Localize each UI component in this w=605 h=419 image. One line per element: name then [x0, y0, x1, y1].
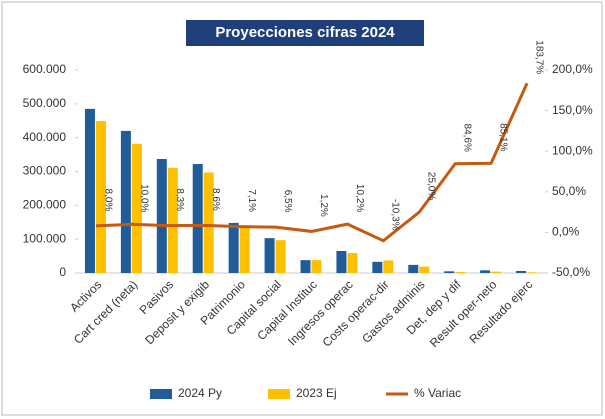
- data-label: 8,6%: [210, 188, 221, 211]
- y2-tick-label: 100,0%: [552, 143, 593, 157]
- y-tick-label: 100.000: [23, 231, 67, 245]
- y2-tick-label: 200,0%: [552, 62, 593, 76]
- y2-tick-label: -50,0%: [552, 265, 590, 279]
- data-label: 7,1%: [246, 189, 257, 212]
- bar: [347, 253, 358, 273]
- data-label: 6,5%: [282, 190, 293, 213]
- bar: [455, 271, 466, 273]
- bar: [156, 158, 167, 273]
- data-label: 183,7%: [533, 40, 544, 74]
- bar: [300, 260, 311, 273]
- y-tick-label: 0: [59, 265, 66, 279]
- bar: [527, 272, 538, 273]
- bar: [419, 266, 430, 273]
- bar: [203, 172, 214, 273]
- y2-tick-label: 0,0%: [552, 225, 580, 239]
- bar: [480, 270, 491, 273]
- y-tick-label: 200.000: [23, 198, 67, 212]
- data-label: 8,3%: [174, 188, 185, 211]
- bar: [444, 271, 455, 273]
- bar: [192, 164, 203, 273]
- data-label: 25,0%: [426, 172, 437, 200]
- y-tick-label: 400.000: [23, 130, 67, 144]
- bar: [311, 260, 322, 273]
- legend-label: 2023 Ej: [296, 386, 337, 400]
- data-label: 1,2%: [318, 194, 329, 217]
- bar: [336, 251, 347, 273]
- legend-swatch: [150, 389, 172, 399]
- bar: [228, 222, 239, 273]
- data-label: -10,3%: [390, 199, 401, 231]
- title-box: [186, 20, 424, 46]
- data-label: 85,1%: [497, 123, 508, 151]
- y2-tick-label: 150,0%: [552, 103, 593, 117]
- y-tick-label: 500.000: [23, 96, 67, 110]
- bar: [408, 264, 419, 273]
- bar: [120, 130, 131, 273]
- data-label: 8,0%: [102, 189, 113, 212]
- bar: [275, 240, 286, 273]
- bar: [239, 226, 250, 273]
- bar: [84, 108, 95, 274]
- bar: [131, 143, 142, 273]
- chart-title: Proyecciones cifras 2024: [215, 24, 395, 41]
- data-label: 10,2%: [354, 184, 365, 212]
- legend-label: % Variac: [414, 386, 461, 400]
- data-label: 84,6%: [462, 124, 473, 152]
- bar: [372, 261, 383, 273]
- y-tick-label: 600.000: [23, 62, 67, 76]
- data-label: 10,0%: [138, 184, 149, 212]
- bar: [383, 260, 394, 273]
- line-series: [95, 82, 529, 243]
- bar: [167, 167, 178, 273]
- bar: [491, 271, 502, 273]
- bar: [264, 238, 275, 273]
- legend-label: 2024 Py: [178, 386, 222, 400]
- y-tick-label: 300.000: [23, 164, 67, 178]
- legend-swatch: [268, 389, 290, 399]
- bar: [516, 270, 527, 273]
- y2-tick-label: 50,0%: [552, 184, 586, 198]
- bar: [95, 121, 106, 273]
